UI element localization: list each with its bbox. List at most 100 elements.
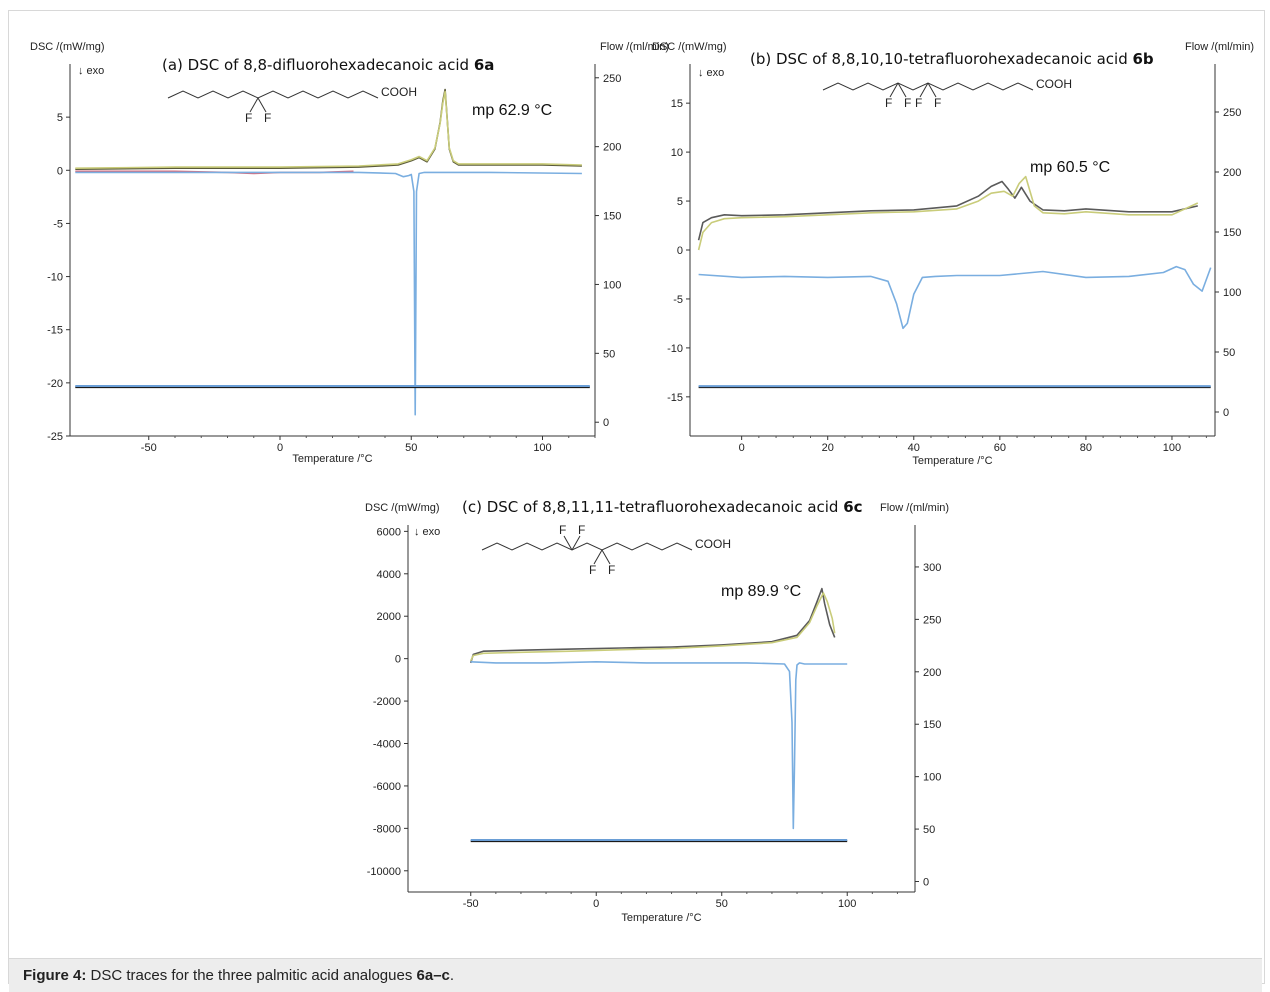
x-tick-label: 40 xyxy=(908,442,920,454)
structure-f-label: F xyxy=(608,563,615,577)
mp-annotation: mp 62.9 °C xyxy=(472,102,552,119)
structure-f-label: F xyxy=(934,96,941,110)
y2-tick-label: 0 xyxy=(603,417,609,429)
chart-title: (c) DSC of 8,8,11,11-tetrafluorohexadeca… xyxy=(462,498,863,516)
y-tick-label: 10 xyxy=(671,147,683,159)
caption-text: DSC traces for the three palmitic acid a… xyxy=(86,967,417,984)
exo-label: ↓ exo xyxy=(698,67,724,79)
y-tick-label: -15 xyxy=(667,392,683,404)
dsc-chart-b: 0 20 40 60 80 100151050-5-10-1525020015010050… xyxy=(652,41,1254,467)
structure-f-label: F xyxy=(245,111,252,125)
y-tick-label: -5 xyxy=(53,218,63,230)
structure-f-bond xyxy=(249,97,259,113)
y2-tick-label: 250 xyxy=(603,73,621,85)
chart-title-compound: 6b xyxy=(1133,50,1154,68)
mp-annotation: mp 60.5 °C xyxy=(1030,159,1110,176)
y2-tick-label: 100 xyxy=(1223,287,1241,299)
y2-tick-label: 50 xyxy=(1223,347,1235,359)
y2-tick-label: 200 xyxy=(923,667,941,679)
y2-tick-label: 250 xyxy=(1223,107,1241,119)
y-tick-label: -25 xyxy=(47,431,63,443)
series-line xyxy=(469,592,836,662)
x-tick-label: 0 xyxy=(739,442,745,454)
structure-cooh: COOH xyxy=(1036,77,1072,91)
x-axis-label: Temperature /°C xyxy=(292,453,372,465)
y2-axis-label: Flow /(ml/min) xyxy=(1185,41,1254,53)
y2-tick-label: 200 xyxy=(1223,167,1241,179)
caption-bar: Figure 4: DSC traces for the three palmi… xyxy=(9,958,1262,992)
y-tick-label: -15 xyxy=(47,325,63,337)
x-tick-label: 50 xyxy=(405,442,417,454)
dsc-chart-a: -50 0 50 10050-5-10-15-20-25250200150100500… xyxy=(30,41,669,465)
x-tick-label: 0 xyxy=(277,442,283,454)
y-tick-label: -10000 xyxy=(367,866,401,878)
x-axis-label: Temperature /°C xyxy=(621,912,701,924)
structure-f-bond xyxy=(889,82,899,98)
structure-f-label: F xyxy=(264,111,271,125)
caption-end: . xyxy=(449,967,455,984)
y-tick-label: -6000 xyxy=(373,781,401,793)
y-axis-label: DSC /(mW/mg) xyxy=(652,41,727,53)
x-axis-label: Temperature /°C xyxy=(912,455,992,467)
y-tick-label: -10 xyxy=(667,343,683,355)
y-tick-label: 4000 xyxy=(377,569,401,581)
y2-tick-label: 50 xyxy=(923,824,935,836)
structure-f-bond xyxy=(897,82,907,98)
structure-f-bond xyxy=(593,549,603,565)
x-tick-label: 50 xyxy=(716,898,728,910)
caption-compound: 6a–c xyxy=(416,967,450,984)
x-tick-label: 60 xyxy=(994,442,1006,454)
x-tick-label: 100 xyxy=(1163,442,1181,454)
y2-tick-label: 50 xyxy=(603,348,615,360)
y2-tick-label: 100 xyxy=(923,772,941,784)
x-tick-label: 80 xyxy=(1080,442,1092,454)
series-line xyxy=(469,587,836,664)
y-tick-label: 0 xyxy=(677,245,683,257)
y2-tick-label: 150 xyxy=(603,211,621,223)
y-tick-label: 6000 xyxy=(377,526,401,538)
exo-label: ↓ exo xyxy=(78,65,104,77)
x-tick-label: 20 xyxy=(822,442,834,454)
structure-f-label: F xyxy=(915,96,922,110)
structure-f-label: F xyxy=(559,523,566,537)
x-tick-label: 100 xyxy=(533,442,551,454)
structure-f-label: F xyxy=(885,96,892,110)
structure-chain xyxy=(167,90,379,99)
y-tick-label: -2000 xyxy=(373,696,401,708)
structure-f-bond xyxy=(571,535,581,551)
y2-tick-label: 150 xyxy=(1223,227,1241,239)
y-tick-label: -10 xyxy=(47,272,63,284)
x-tick-label: 100 xyxy=(838,898,856,910)
structure-f-bond xyxy=(927,82,937,98)
structure-f-label: F xyxy=(904,96,911,110)
y2-tick-label: 0 xyxy=(1223,407,1229,419)
y2-tick-label: 150 xyxy=(923,719,941,731)
y-axis-label: DSC /(mW/mg) xyxy=(365,502,440,514)
y-tick-label: 5 xyxy=(677,196,683,208)
structure-f-bond xyxy=(601,549,611,565)
y-tick-label: -8000 xyxy=(373,823,401,835)
mp-annotation: mp 89.9 °C xyxy=(721,583,801,600)
structure-f-label: F xyxy=(578,523,585,537)
structure-chain xyxy=(822,82,1034,91)
exo-label: ↓ exo xyxy=(414,526,440,538)
chart-title: (a) DSC of 8,8-difluorohexadecanoic acid… xyxy=(162,56,494,74)
y2-tick-label: 0 xyxy=(923,877,929,889)
y-tick-label: -5 xyxy=(673,294,683,306)
structure-cooh: COOH xyxy=(695,537,731,551)
chart-title-compound: 6a xyxy=(474,56,495,74)
chart-title: (b) DSC of 8,8,10,10-tetrafluorohexadeca… xyxy=(750,50,1154,68)
y2-tick-label: 300 xyxy=(923,562,941,574)
series-line xyxy=(75,90,582,169)
chart-title-compound: 6c xyxy=(843,498,862,516)
y-tick-label: 5 xyxy=(57,112,63,124)
series-line xyxy=(697,175,1199,251)
series-line xyxy=(698,265,1212,330)
y-tick-label: 2000 xyxy=(377,611,401,623)
y-tick-label: 0 xyxy=(395,654,401,666)
y2-axis-label: Flow /(ml/min) xyxy=(880,502,949,514)
series-line xyxy=(470,660,848,830)
caption-label: Figure 4: xyxy=(23,967,87,984)
structure-f-label: F xyxy=(589,563,596,577)
